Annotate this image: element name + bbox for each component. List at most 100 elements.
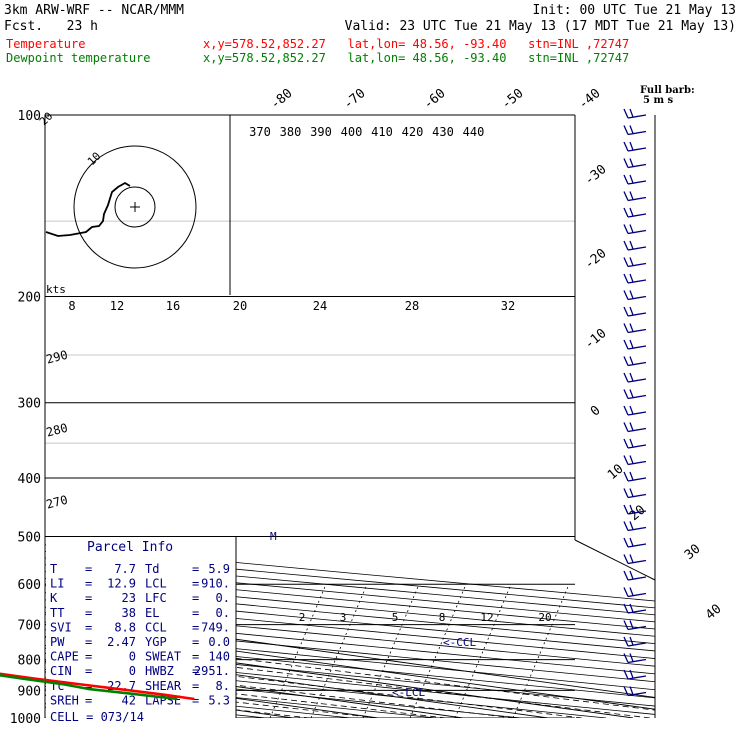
annotation-ccl: <-CCL [443, 636, 476, 649]
parcel-key: YGP [145, 635, 167, 649]
parcel-value: 42 [122, 693, 136, 707]
speed-tick-label: 8 [68, 299, 75, 313]
parcel-key: SVI [50, 620, 72, 634]
barb-note-speed: 5 m s [643, 95, 674, 106]
parcel-key: TT [50, 606, 64, 620]
wind-barb [623, 224, 647, 235]
parcel-key: LI [50, 577, 64, 591]
isotherm-label: 0 [588, 403, 604, 420]
isotherm-label: -60 [421, 86, 449, 113]
dry-adiabat [45, 652, 655, 715]
wind-barb [623, 488, 647, 499]
parcel-value: 5.9 [208, 562, 230, 576]
pressure-label: 600 [18, 578, 41, 593]
parcel-value: 0 [129, 650, 136, 664]
hodograph-ring-label-10: 10 [85, 150, 104, 169]
wind-barb [623, 290, 647, 301]
theta-e-label: 280 [45, 421, 70, 440]
temperature-legend: Temperature [6, 37, 85, 51]
wind-barb [623, 174, 647, 185]
parcel-eq: = [192, 562, 199, 576]
parcel-value: 0.0 [208, 635, 230, 649]
wind-barb [623, 405, 647, 416]
wind-barb [623, 438, 647, 449]
moist-adiabat [45, 634, 655, 711]
parcel-value: 2.47 [107, 635, 136, 649]
barb-note-full: Full barb: [640, 85, 695, 96]
dry-adiabat [45, 629, 655, 691]
dry-adiabat [45, 621, 655, 683]
wind-barb [623, 257, 647, 268]
parcel-key: K [50, 591, 58, 605]
hodograph-trace [45, 181, 131, 237]
parcel-eq: = [85, 562, 92, 576]
wind-barb [623, 158, 647, 169]
wind-barb [623, 356, 647, 367]
parcel-key: SHEAR [145, 679, 182, 693]
isotherm-label: -20 [582, 246, 610, 273]
parcel-eq: = [192, 591, 199, 605]
wind-barb [623, 504, 647, 515]
theta-e-label: 270 [45, 493, 70, 512]
speed-tick-label: 28 [405, 299, 419, 313]
parcel-eq: = [192, 650, 199, 664]
wind-barb [623, 455, 647, 466]
wind-barb [623, 686, 647, 697]
theta-label: 410 [371, 125, 393, 139]
pressure-label: 100 [18, 109, 41, 124]
parcel-eq: = [85, 577, 92, 591]
wind-barb [623, 108, 647, 119]
parcel-key: CAPE [50, 650, 79, 664]
parcel-value: 0. [216, 591, 230, 605]
isotherm-label: -50 [499, 86, 527, 113]
mixing-ratio-label: 12 [480, 611, 493, 624]
hodograph-ring-inner [114, 186, 156, 228]
parcel-key: SREH [50, 693, 79, 707]
mixing-ratio-label: 20 [538, 611, 551, 624]
isotherm-label: 10 [605, 462, 627, 484]
speed-tick-label: 16 [166, 299, 180, 313]
parcel-eq: = [85, 591, 92, 605]
speed-tick-label: 12 [110, 299, 124, 313]
mixing-ratio-label: 8 [439, 611, 446, 624]
parcel-eq: = [192, 577, 199, 591]
mixing-ratio-label: 3 [340, 611, 347, 624]
theta-label: 430 [432, 125, 454, 139]
wind-barb [623, 636, 647, 647]
theta-label: 380 [280, 125, 302, 139]
wind-barb [623, 372, 647, 383]
dewpoint-legend: Dewpoint temperature [6, 51, 151, 65]
parcel-value: 7.7 [114, 562, 136, 576]
mixing-ratio-line [269, 584, 327, 718]
annotation-lcl: <-LCL [392, 686, 425, 699]
parcel-cell: CELL = 073/14 [50, 710, 144, 724]
pressure-label: 300 [18, 397, 41, 412]
theta-label: 390 [310, 125, 332, 139]
wind-barb [623, 669, 647, 680]
theta-e-label: 290 [45, 348, 70, 367]
forecast-hour: Fcst. 23 h [4, 19, 98, 34]
mixing-ratio-line [512, 584, 570, 718]
parcel-value: 38 [122, 606, 136, 620]
wind-barb [623, 125, 647, 136]
mixing-ratio-label: 5 [392, 611, 399, 624]
pressure-label: 500 [18, 530, 41, 545]
wind-barb [623, 191, 647, 202]
wind-barb [623, 240, 647, 251]
grid-lines [45, 115, 655, 718]
isotherm-label: -40 [576, 86, 604, 113]
temperature-location: x,y=578.52,852.27 lat,lon= 48.56, -93.40… [203, 37, 629, 51]
parcel-value: 140 [208, 650, 230, 664]
parcel-value: 5.3 [208, 693, 230, 707]
parcel-eq: = [85, 606, 92, 620]
parcel-eq: = [192, 679, 199, 693]
init-time: Init: 00 UTC Tue 21 May 13 [533, 3, 737, 18]
wind-barb [623, 653, 647, 664]
isotherm-label: -80 [268, 86, 296, 113]
pressure-label: 400 [18, 472, 41, 487]
parcel-value: 0 [129, 664, 136, 678]
parcel-key: LFC [145, 591, 167, 605]
wind-barb [623, 141, 647, 152]
parcel-eq: = [85, 693, 92, 707]
parcel-value: 12.9 [107, 577, 136, 591]
